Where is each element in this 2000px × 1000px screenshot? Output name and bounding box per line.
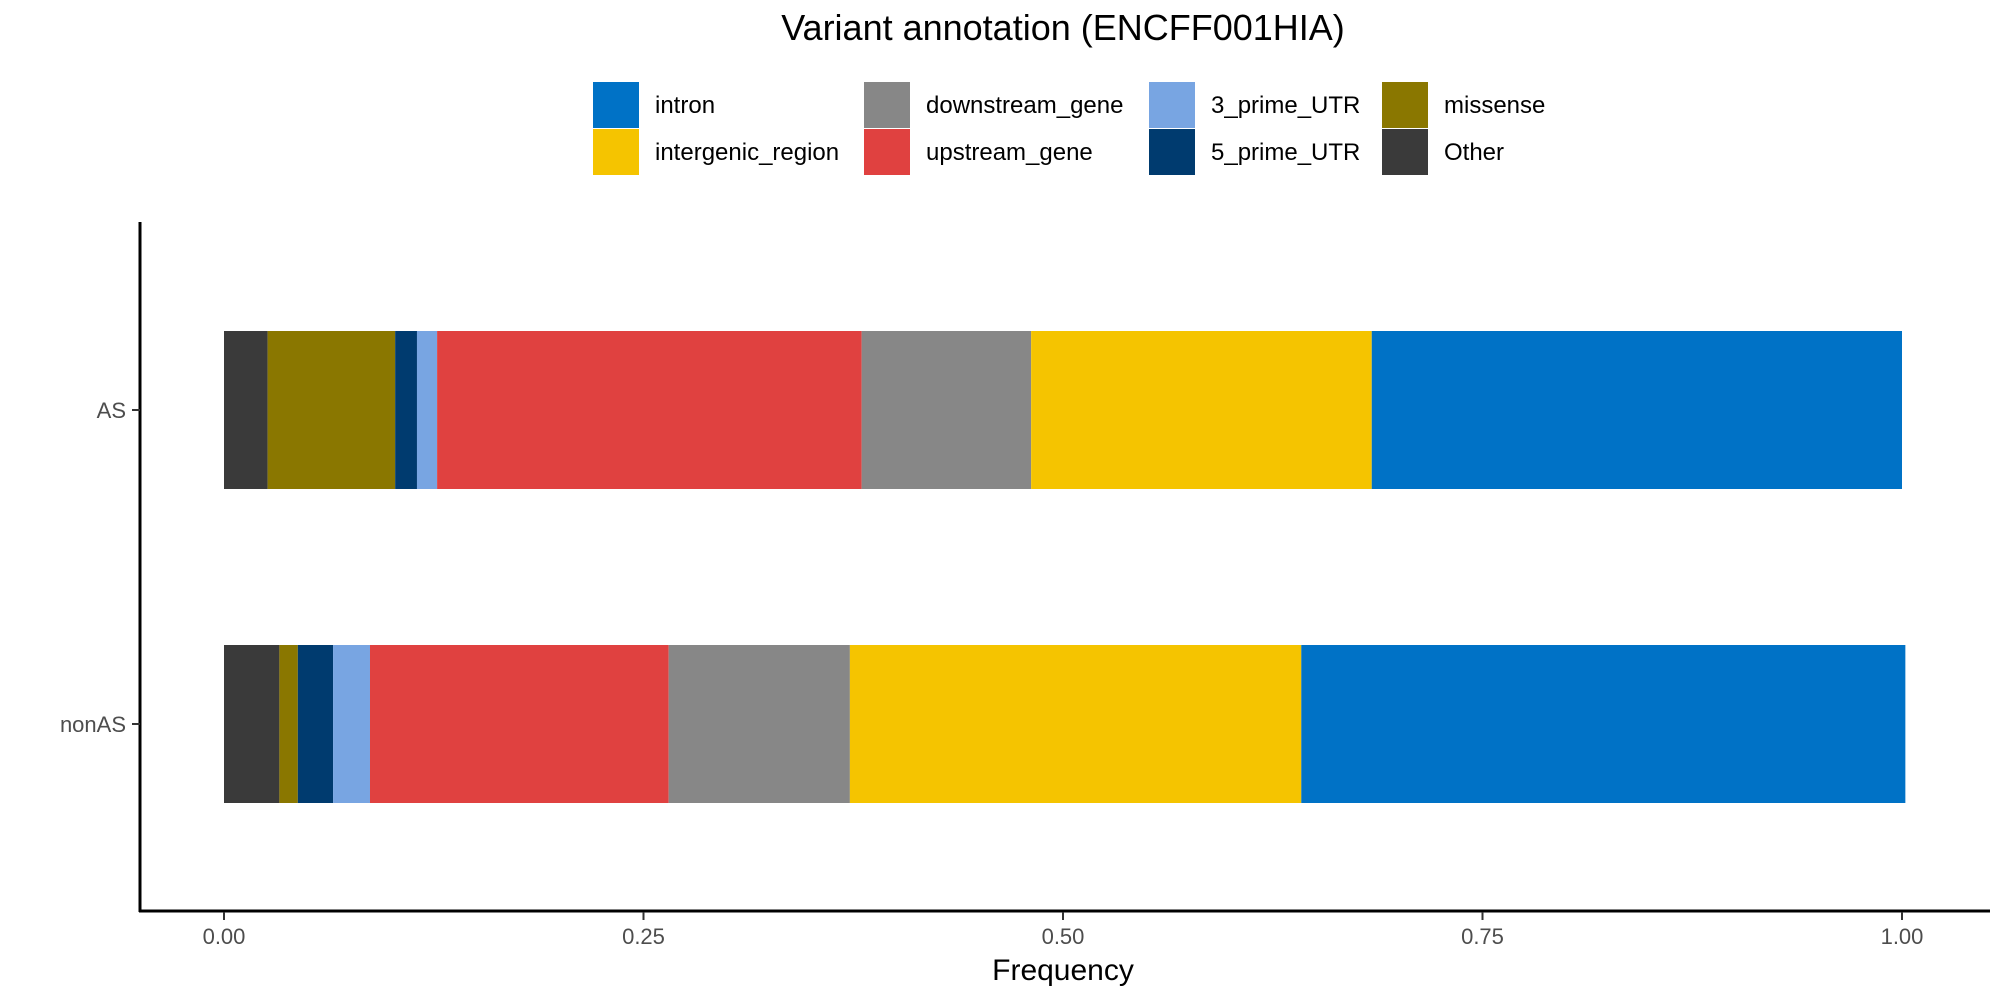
bar-as-intron bbox=[1371, 331, 1902, 489]
bar-nonas-5-prime-utr bbox=[297, 645, 334, 803]
legend-key-downstream-gene bbox=[864, 82, 910, 128]
legend-key-3-prime-utr bbox=[1149, 82, 1195, 128]
bar-as-downstream-gene bbox=[861, 331, 1032, 489]
legend-label-downstream-gene: downstream_gene bbox=[926, 92, 1123, 119]
legend-key-missense bbox=[1382, 82, 1428, 128]
bar-as-3-prime-utr bbox=[416, 331, 438, 489]
x-tick-label: 1.00 bbox=[1881, 924, 1924, 949]
bar-as-missense bbox=[267, 331, 396, 489]
legend-label-5-prime-utr: 5_prime_UTR bbox=[1211, 139, 1360, 166]
legend-label-3-prime-utr: 3_prime_UTR bbox=[1211, 92, 1360, 119]
axes bbox=[138, 222, 1990, 913]
legend-label-intron: intron bbox=[655, 92, 715, 119]
bar-nonas-other bbox=[224, 645, 280, 803]
y-tick-label-nonas: nonAS bbox=[60, 712, 126, 737]
legend-label-other: Other bbox=[1444, 139, 1504, 166]
bar-as-upstream-gene bbox=[437, 331, 862, 489]
bar-nonas-intron bbox=[1301, 645, 1906, 803]
x-tick-label: 0.25 bbox=[622, 924, 665, 949]
bar-nonas-downstream-gene bbox=[668, 645, 850, 803]
y-axis-ticks: AS nonAS bbox=[60, 398, 140, 737]
legend-key-intergenic-region bbox=[593, 129, 639, 175]
legend-key-other bbox=[1382, 129, 1428, 175]
legend-label-missense: missense bbox=[1444, 92, 1545, 119]
x-tick-label: 0.75 bbox=[1461, 924, 1504, 949]
x-tick-label: 0.00 bbox=[203, 924, 246, 949]
bar-nonas-upstream-gene bbox=[369, 645, 669, 803]
chart-title: Variant annotation (ENCFF001HIA) bbox=[781, 7, 1345, 48]
bar-as-5-prime-utr bbox=[395, 331, 417, 489]
legend-key-upstream-gene bbox=[864, 129, 910, 175]
y-tick-label-as: AS bbox=[97, 398, 126, 423]
bar-as-other bbox=[224, 331, 268, 489]
bar-nonas-intergenic-region bbox=[849, 645, 1302, 803]
x-tick-label: 0.50 bbox=[1042, 924, 1085, 949]
legend-key-intron bbox=[593, 82, 639, 128]
bar-nonas-3-prime-utr bbox=[333, 645, 370, 803]
bar-as-intergenic-region bbox=[1031, 331, 1372, 489]
legend-label-upstream-gene: upstream_gene bbox=[926, 139, 1093, 166]
x-axis-ticks: 0.00 0.25 0.50 0.75 1.00 bbox=[203, 912, 1924, 949]
plot-bars bbox=[224, 331, 1906, 803]
legend-key-5-prime-utr bbox=[1149, 129, 1195, 175]
legend: intron intergenic_region downstream_geneup… bbox=[593, 82, 1545, 175]
bar-nonas-missense bbox=[279, 645, 298, 803]
x-axis-title: Frequency bbox=[992, 954, 1134, 987]
legend-label-intergenic-region: intergenic_region bbox=[655, 139, 839, 166]
